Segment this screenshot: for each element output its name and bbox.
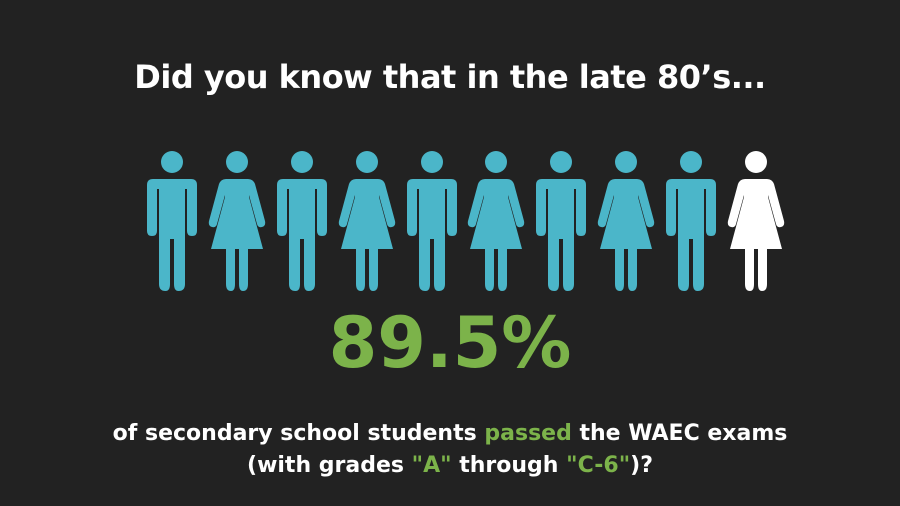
pass-rate-stat: 89.5% (328, 302, 572, 384)
caption-text: through (451, 453, 567, 478)
caption-line-1: of secondary school students passed the … (0, 418, 900, 450)
man-icon (403, 151, 461, 291)
woman-icon (338, 151, 396, 291)
headline: Did you know that in the late 80’s... (134, 58, 766, 96)
caption-text: )? (630, 453, 653, 478)
caption-line-2: (with grades "A" through "C-6")? (0, 450, 900, 482)
people-pictogram (143, 151, 785, 291)
woman-icon (597, 151, 655, 291)
caption-text: (with grades (247, 453, 412, 478)
caption: of secondary school students passed the … (0, 418, 900, 482)
woman-icon (467, 151, 525, 291)
man-icon (143, 151, 201, 291)
woman-icon (727, 151, 785, 291)
man-icon (662, 151, 720, 291)
passed-highlight: passed (484, 421, 572, 446)
grade-c6-highlight: "C-6" (566, 453, 631, 478)
caption-text: the WAEC exams (571, 421, 788, 446)
woman-icon (208, 151, 266, 291)
grade-a-highlight: "A" (411, 453, 452, 478)
man-icon (532, 151, 590, 291)
man-icon (273, 151, 331, 291)
caption-text: of secondary school students (112, 421, 485, 446)
